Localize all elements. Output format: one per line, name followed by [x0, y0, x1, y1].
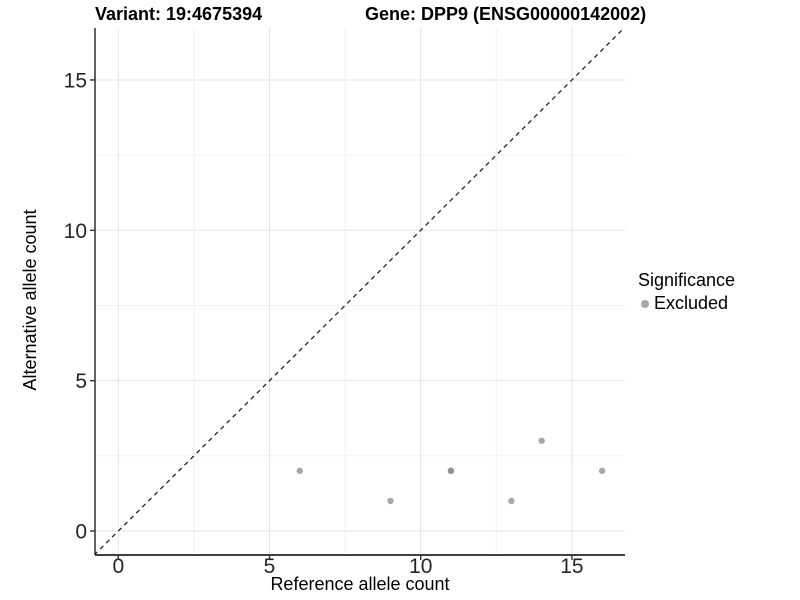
- data-point: [538, 437, 545, 444]
- data-point: [296, 467, 303, 475]
- data-point: [508, 497, 515, 505]
- y-tick-label: 5: [75, 370, 87, 393]
- y-tick-label: 10: [64, 220, 87, 243]
- x-axis-title: Reference allele count: [270, 574, 450, 594]
- x-tick-label: 15: [560, 555, 583, 578]
- legend-title: Significance: [638, 270, 736, 290]
- data-point: [387, 497, 394, 505]
- identity-line: [95, 28, 625, 555]
- legend-item-label: Excluded: [654, 293, 729, 313]
- x-tick-label: 10: [409, 555, 432, 578]
- y-tick-label: 15: [64, 69, 87, 92]
- y-axis-title: Alternative allele count: [20, 209, 40, 391]
- x-tick-label: 5: [264, 555, 276, 578]
- data-point: [598, 467, 606, 475]
- plot-title-variant: Variant: 19:4675394: [95, 4, 263, 24]
- legend: Significance Excluded: [638, 270, 735, 314]
- plot-title-gene: Gene: DPP9 (ENSG00000142002): [365, 4, 647, 24]
- data-point: [447, 467, 455, 475]
- legend-item-excluded: Excluded: [638, 293, 735, 314]
- excluded-point-icon: [641, 299, 649, 308]
- x-tick-label: 0: [112, 555, 124, 578]
- y-tick-label: 0: [75, 521, 87, 544]
